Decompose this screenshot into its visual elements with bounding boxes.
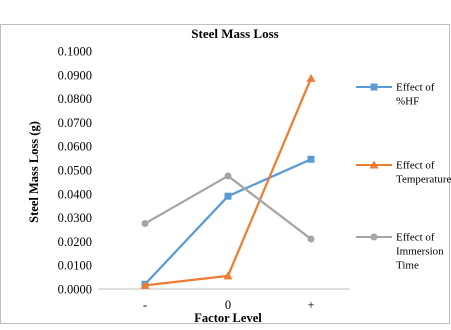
legend-swatch-marker	[370, 233, 378, 241]
legend-label: Time	[396, 260, 419, 272]
data-point	[223, 271, 233, 280]
data-point	[140, 280, 150, 289]
x-axis-label: Factor Level	[194, 311, 262, 325]
series-layer	[140, 73, 316, 289]
y-tick-label: 0.0300	[58, 211, 92, 225]
y-tick-label: 0.1000	[58, 45, 92, 59]
series-2	[141, 172, 315, 243]
data-point	[141, 220, 149, 228]
y-tick-label: 0.0900	[58, 68, 92, 82]
legend-entry: Effect of Temperature	[356, 160, 451, 186]
x-tick-labels: - 0 +	[143, 298, 315, 312]
legend-label: Effect of	[396, 160, 435, 172]
legend-label: %HF	[396, 96, 419, 108]
y-axis-label: Steel Mass Loss (g)	[27, 121, 41, 223]
y-tick-label: 0.0500	[58, 164, 92, 178]
y-tick-label: 0.0600	[58, 140, 92, 154]
data-point	[306, 73, 316, 82]
y-tick-label: 0.0400	[58, 187, 92, 201]
y-tick-label: 0.0200	[58, 235, 92, 249]
legend-label: Effect of	[396, 82, 435, 94]
x-tick-label: +	[307, 298, 314, 312]
legend-label: Effect of	[396, 232, 435, 244]
legend-swatch-marker	[370, 83, 378, 91]
chart-frame	[0, 24, 450, 324]
data-point	[307, 235, 315, 243]
data-point	[224, 172, 232, 180]
chart-title: Steel Mass Loss	[191, 26, 278, 41]
y-tick-label: 0.0100	[58, 259, 92, 273]
series-1	[140, 73, 316, 289]
legend-swatch-marker	[369, 160, 379, 169]
legend-label: Temperature	[396, 174, 451, 186]
y-tick-label: 0.0700	[58, 116, 92, 130]
series-line	[144, 77, 313, 287]
series-line	[144, 174, 312, 240]
x-tick-label: 0	[225, 298, 231, 312]
data-point	[224, 192, 232, 200]
legend-entry: Effect of Immersion Time	[356, 232, 444, 272]
data-point	[307, 155, 315, 163]
x-tick-label: -	[143, 298, 147, 312]
legend-entry: Effect of %HF	[356, 82, 435, 108]
y-tick-labels: 0.0000 0.0100 0.0200 0.0300 0.0400 0.0500 0.06…	[58, 45, 92, 297]
y-tick-label: 0.0000	[58, 283, 92, 297]
legend-label: Immersion	[396, 246, 444, 258]
y-tick-label: 0.0800	[58, 92, 92, 106]
